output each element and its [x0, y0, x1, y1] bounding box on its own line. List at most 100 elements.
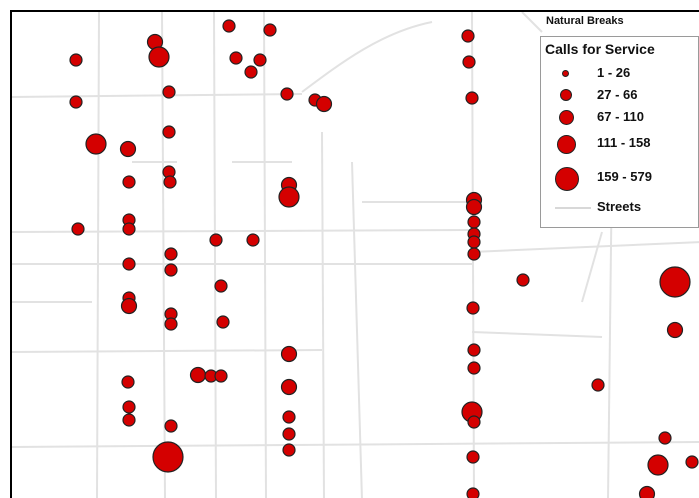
- call-location-point[interactable]: [467, 247, 481, 261]
- call-location-point[interactable]: [282, 410, 296, 424]
- call-location-point[interactable]: [69, 53, 83, 67]
- legend-classification-heading: Natural Breaks: [546, 15, 624, 27]
- call-location-point[interactable]: [209, 233, 223, 247]
- call-location-point[interactable]: [466, 487, 480, 498]
- call-location-point[interactable]: [216, 315, 230, 329]
- call-location-point[interactable]: [69, 95, 83, 109]
- call-location-point[interactable]: [638, 485, 656, 498]
- legend-row-class-4: 111 - 158: [541, 133, 699, 155]
- call-location-point[interactable]: [122, 222, 136, 236]
- call-location-point[interactable]: [119, 140, 137, 158]
- call-location-point[interactable]: [315, 95, 333, 113]
- call-location-point[interactable]: [152, 441, 184, 473]
- legend-symbol-class-5: [555, 167, 579, 191]
- legend-row-class-3: 67 - 110: [541, 107, 699, 129]
- call-location-point[interactable]: [246, 233, 260, 247]
- call-location-point[interactable]: [229, 51, 243, 65]
- call-location-point[interactable]: [162, 85, 176, 99]
- call-location-point[interactable]: [122, 257, 136, 271]
- street-segment: [471, 331, 603, 338]
- legend-title: Calls for Service: [545, 41, 655, 57]
- legend-symbol-class-4: [557, 135, 576, 154]
- legend-panel: Calls for Service 1 - 26 27 - 66 67 - 11…: [540, 36, 699, 228]
- call-location-point[interactable]: [162, 125, 176, 139]
- call-location-point[interactable]: [282, 443, 296, 457]
- call-location-point[interactable]: [164, 317, 178, 331]
- street-segment: [161, 12, 166, 498]
- call-location-point[interactable]: [465, 198, 483, 216]
- call-location-point[interactable]: [467, 415, 481, 429]
- call-location-point[interactable]: [466, 301, 480, 315]
- call-location-point[interactable]: [467, 343, 481, 357]
- call-location-point[interactable]: [467, 361, 481, 375]
- streets-layer: [12, 12, 699, 498]
- legend-label-class-1: 1 - 26: [597, 65, 631, 80]
- street-segment: [263, 12, 267, 498]
- call-location-point[interactable]: [280, 345, 298, 363]
- call-location-point[interactable]: [465, 91, 479, 105]
- call-location-point[interactable]: [122, 175, 136, 189]
- call-location-point[interactable]: [462, 55, 476, 69]
- call-location-point[interactable]: [121, 375, 135, 389]
- call-location-point[interactable]: [282, 427, 296, 441]
- legend-row-class-5: 159 - 579: [541, 167, 699, 191]
- street-segment: [12, 441, 699, 448]
- legend-label-class-5: 159 - 579: [597, 169, 652, 184]
- legend-symbol-class-1: [562, 70, 569, 77]
- call-location-point[interactable]: [85, 133, 107, 155]
- street-segment: [301, 21, 433, 93]
- call-location-point[interactable]: [278, 186, 300, 208]
- street-segment: [12, 93, 303, 98]
- call-location-point[interactable]: [666, 321, 684, 339]
- call-location-point[interactable]: [647, 454, 669, 476]
- street-segment: [521, 12, 543, 33]
- call-location-point[interactable]: [516, 273, 530, 287]
- legend-row-class-1: 1 - 26: [541, 63, 699, 85]
- call-location-point[interactable]: [164, 263, 178, 277]
- calls-points-layer: [69, 19, 699, 498]
- legend-label-class-3: 67 - 110: [597, 109, 644, 124]
- call-location-point[interactable]: [253, 53, 267, 67]
- call-location-point[interactable]: [148, 46, 170, 68]
- call-location-point[interactable]: [164, 247, 178, 261]
- legend-symbol-class-3: [559, 110, 574, 125]
- call-location-point[interactable]: [591, 378, 605, 392]
- legend-label-class-4: 111 - 158: [597, 135, 651, 150]
- call-location-point[interactable]: [189, 366, 207, 384]
- call-location-point[interactable]: [467, 235, 481, 249]
- call-location-point[interactable]: [466, 450, 480, 464]
- call-location-point[interactable]: [122, 413, 136, 427]
- street-segment: [12, 349, 323, 353]
- call-location-point[interactable]: [280, 378, 298, 396]
- legend-label-class-2: 27 - 66: [597, 87, 638, 102]
- call-location-point[interactable]: [659, 266, 691, 298]
- street-segment: [321, 131, 325, 498]
- call-location-point[interactable]: [163, 175, 177, 189]
- street-segment: [12, 229, 473, 233]
- call-location-point[interactable]: [461, 29, 475, 43]
- legend-row-streets: Streets: [541, 197, 699, 219]
- call-location-point[interactable]: [244, 65, 258, 79]
- call-location-point[interactable]: [214, 279, 228, 293]
- call-location-point[interactable]: [122, 400, 136, 414]
- map-canvas[interactable]: [12, 12, 699, 498]
- call-location-point[interactable]: [214, 369, 228, 383]
- legend-row-class-2: 27 - 66: [541, 85, 699, 107]
- call-location-point[interactable]: [71, 222, 85, 236]
- street-segment: [581, 231, 603, 303]
- call-location-point[interactable]: [263, 23, 277, 37]
- legend-label-streets: Streets: [597, 199, 642, 214]
- street-segment: [213, 12, 217, 498]
- call-location-point[interactable]: [685, 455, 699, 469]
- call-location-point[interactable]: [164, 419, 178, 433]
- street-segment: [471, 241, 699, 253]
- street-segment: [351, 161, 363, 498]
- call-location-point[interactable]: [120, 297, 138, 315]
- call-location-point[interactable]: [658, 431, 672, 445]
- call-location-point[interactable]: [222, 19, 236, 33]
- legend-symbol-streets: [555, 207, 591, 209]
- call-location-point[interactable]: [280, 87, 294, 101]
- call-location-point[interactable]: [467, 215, 481, 229]
- legend-symbol-class-2: [560, 89, 572, 101]
- street-segment: [96, 12, 100, 498]
